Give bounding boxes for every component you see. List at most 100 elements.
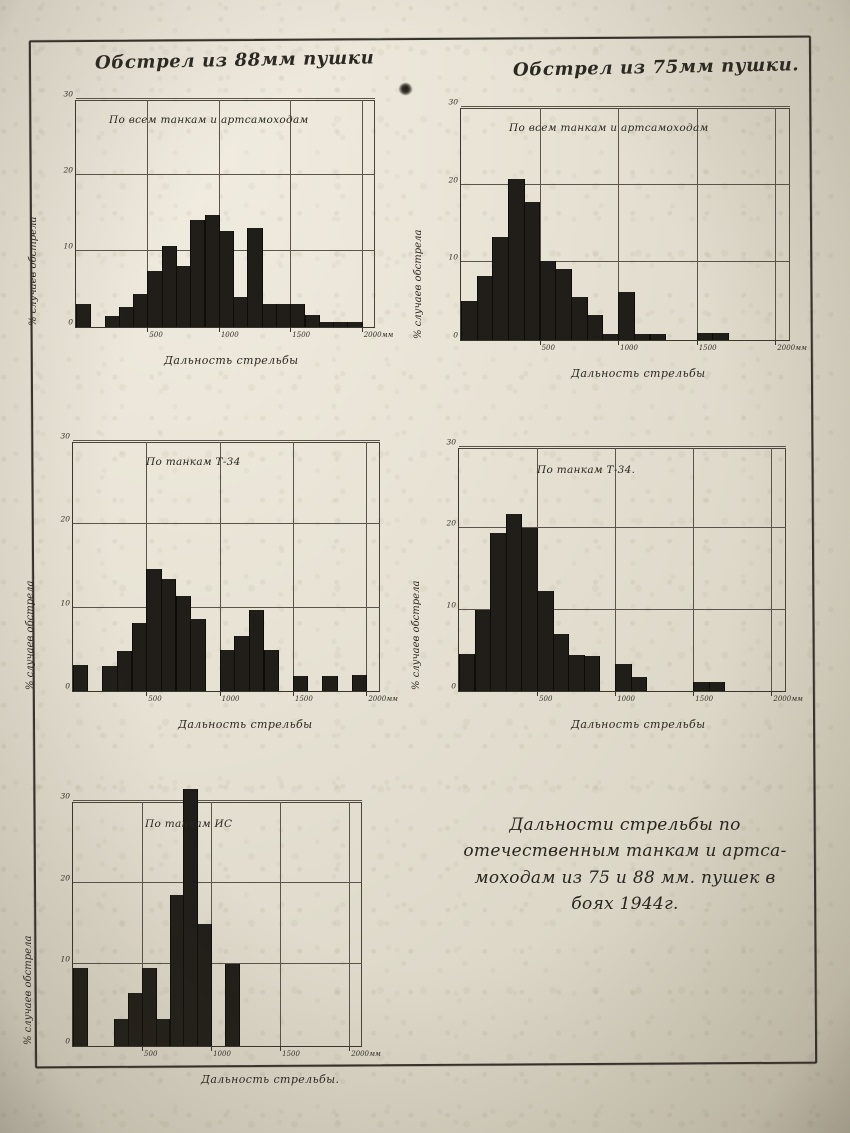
y-axis-tick-label: 0	[65, 681, 70, 691]
y-axis-tick-label: 30	[60, 791, 70, 801]
bar	[490, 533, 507, 691]
bar	[322, 676, 338, 691]
bar	[128, 992, 143, 1046]
x-axis-tick-mark	[219, 692, 221, 696]
bar	[508, 179, 525, 340]
bar	[571, 296, 588, 340]
gridline-horizontal	[73, 963, 362, 965]
x-axis-label: Дальность стрельбы.	[201, 1073, 340, 1086]
y-axis-label: % случаев обстрела	[23, 935, 34, 1045]
bar	[712, 333, 729, 340]
bar	[476, 275, 494, 340]
x-axis-unit: мм	[386, 695, 398, 703]
ink-blot-smudge	[399, 83, 412, 95]
x-axis-tick-mark	[696, 341, 698, 345]
bar	[249, 610, 265, 691]
bar	[586, 315, 604, 340]
gridline-horizontal	[73, 440, 380, 441]
bar	[505, 513, 523, 691]
bar	[474, 609, 492, 691]
gridline-vertical	[219, 442, 221, 691]
x-axis-tick-mark	[366, 692, 368, 696]
bar	[161, 246, 177, 327]
gridline-vertical	[218, 100, 220, 327]
plot-frame	[73, 802, 362, 1046]
bar	[347, 321, 363, 327]
gridline-horizontal	[73, 881, 362, 883]
x-axis-tick-label: 1500	[698, 344, 717, 352]
gridline-horizontal	[459, 446, 786, 447]
caption-line: боях 1944г.	[571, 894, 679, 915]
x-axis-tick-mark	[146, 692, 148, 696]
bar	[555, 268, 572, 340]
bar	[537, 590, 554, 691]
x-axis-tick-mark	[218, 328, 220, 332]
plot-frame	[461, 108, 790, 340]
x-axis-tick-mark	[537, 692, 539, 696]
x-axis-tick-label: 500	[144, 1050, 158, 1058]
x-axis-label: Дальность стрельбы	[164, 354, 299, 367]
gridline-vertical	[293, 442, 294, 691]
bar	[461, 301, 478, 340]
y-axis-tick-label: 20	[60, 514, 70, 524]
x-axis-tick-mark	[349, 1047, 351, 1051]
x-axis-tick-mark	[539, 341, 541, 345]
bar	[218, 231, 234, 327]
bar	[131, 622, 148, 691]
x-axis-unit: мм	[369, 1050, 381, 1058]
y-axis-label: % случаев обстрела	[25, 580, 36, 690]
x-axis-tick-mark	[147, 328, 149, 332]
x-axis-unit: мм	[795, 344, 807, 352]
chart-inner-title: По танкам Т-34	[146, 456, 241, 468]
gridline-vertical	[366, 442, 368, 691]
bar	[117, 651, 133, 691]
x-axis-tick-mark	[280, 1047, 282, 1051]
gridline-vertical	[615, 448, 617, 691]
y-axis-tick-label: 20	[448, 175, 458, 185]
bar	[618, 291, 635, 340]
x-axis-tick-label: 1500	[282, 1050, 300, 1058]
x-axis-unit: мм	[791, 695, 803, 703]
y-axis-label: % случаев обстрела	[28, 216, 39, 326]
bar	[176, 266, 192, 327]
y-axis-tick-label: 20	[63, 165, 73, 175]
gridline-vertical	[771, 448, 773, 691]
x-axis-tick-mark	[775, 341, 777, 345]
chart-inner-title: По всем танкам и артсамоходам	[509, 122, 709, 134]
x-axis-tick-label: 2000	[773, 695, 792, 703]
gridline-horizontal	[461, 106, 790, 107]
bar-series	[73, 442, 380, 691]
bar-series	[76, 100, 375, 327]
y-axis-tick-label: 0	[65, 1036, 70, 1046]
chart-chart-88-all: 0 10 20 30 500 1000 1500 2000 мм По всем танкам и…	[28, 90, 393, 368]
gridline-horizontal	[76, 98, 375, 99]
bar	[190, 219, 206, 327]
bar	[73, 665, 89, 691]
chart-inner-title: По всем танкам и артсамоходам	[109, 114, 309, 126]
bar-series	[459, 448, 786, 691]
bar	[76, 304, 92, 327]
bar	[492, 236, 509, 340]
y-axis-tick-label: 30	[63, 89, 73, 99]
x-axis-tick-mark	[693, 692, 695, 696]
chart-inner-title: По танкам Т-34.	[537, 464, 636, 476]
bar	[521, 528, 538, 691]
y-axis-tick-label: 0	[453, 330, 458, 340]
gridline-vertical	[775, 108, 777, 340]
plot-area: 0 10 20 30 500 1000 1500 2000 мм По танкам Т-34.%…	[411, 438, 803, 732]
bar	[539, 260, 557, 340]
bar	[649, 333, 667, 340]
gridline-horizontal	[76, 174, 375, 175]
gridline-vertical	[361, 100, 363, 327]
bar	[583, 656, 601, 691]
bar	[114, 1019, 130, 1046]
bar	[693, 682, 710, 691]
bar	[155, 1019, 171, 1046]
gridline-vertical	[693, 448, 695, 691]
x-axis-tick-mark	[618, 341, 620, 345]
chart-inner-title: По танкам ИС	[145, 818, 233, 830]
gridline-horizontal	[459, 527, 786, 529]
bar	[142, 967, 157, 1046]
y-axis-tick-label: 20	[446, 518, 456, 528]
gridline-vertical	[280, 802, 282, 1046]
